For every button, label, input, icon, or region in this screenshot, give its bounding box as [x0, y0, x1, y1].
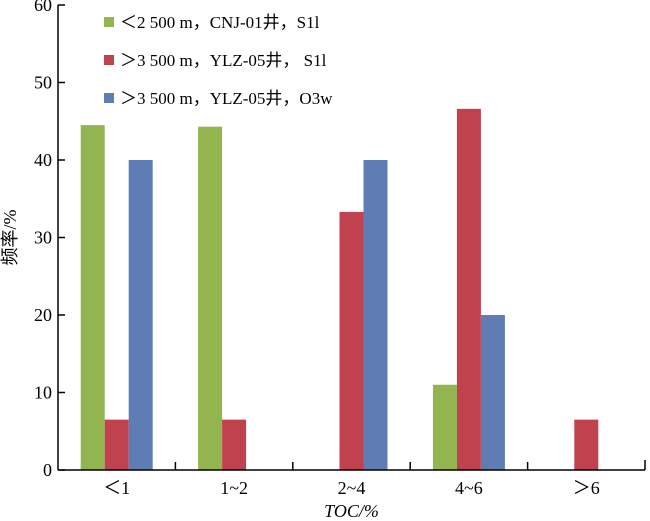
- y-axis-title: 频率/%: [0, 209, 20, 265]
- y-tick-label-0: 0: [43, 460, 52, 480]
- y-tick-label-50: 50: [34, 73, 52, 93]
- bar-series-2-cat-0: [128, 160, 153, 470]
- legend: ＜2 500 m，CNJ-01井，S1l ＞3 500 m，YLZ-05井， S1…: [104, 13, 333, 108]
- bar-series-1-cat-4: [574, 419, 599, 470]
- bar-series-0-cat-1: [198, 126, 223, 471]
- x-tick-label-4: ＞6: [573, 478, 600, 498]
- x-tick-label-0: ＜1: [103, 478, 130, 498]
- bars-group: [80, 108, 599, 471]
- x-tick-label-2: 2~4: [338, 478, 366, 498]
- x-axis-title: TOC/%: [324, 501, 379, 521]
- bar-series-2-cat-2: [363, 160, 388, 470]
- y-tick-label-20: 20: [34, 305, 52, 325]
- legend-swatch-2: [104, 93, 114, 103]
- legend-swatch-1: [104, 55, 114, 65]
- legend-label-1: ＞3 500 m，YLZ-05井， S1l: [120, 51, 327, 70]
- legend-label-2: ＞3 500 m，YLZ-05井，O3w: [120, 89, 333, 108]
- y-tick-label-10: 10: [34, 383, 52, 403]
- bar-series-1-cat-0: [104, 419, 129, 470]
- bar-series-1-cat-3: [456, 108, 481, 470]
- bar-series-2-cat-3: [480, 315, 505, 470]
- ticks-group: 0 10 20 30 40 50 60 ＜1 1~2 2~4 4~6 ＞6: [34, 0, 600, 498]
- x-tick-label-3: 4~6: [455, 478, 483, 498]
- bar-series-0-cat-3: [432, 384, 457, 470]
- bar-series-0-cat-0: [80, 125, 105, 470]
- bar-series-1-cat-2: [339, 211, 364, 471]
- y-tick-label-40: 40: [34, 150, 52, 170]
- legend-swatch-0: [104, 17, 114, 27]
- x-tick-label-1: 1~2: [220, 478, 248, 498]
- y-tick-label-60: 60: [34, 0, 52, 15]
- legend-label-0: ＜2 500 m，CNJ-01井，S1l: [120, 13, 320, 32]
- bar-series-1-cat-1: [222, 419, 247, 470]
- y-tick-label-30: 30: [34, 228, 52, 248]
